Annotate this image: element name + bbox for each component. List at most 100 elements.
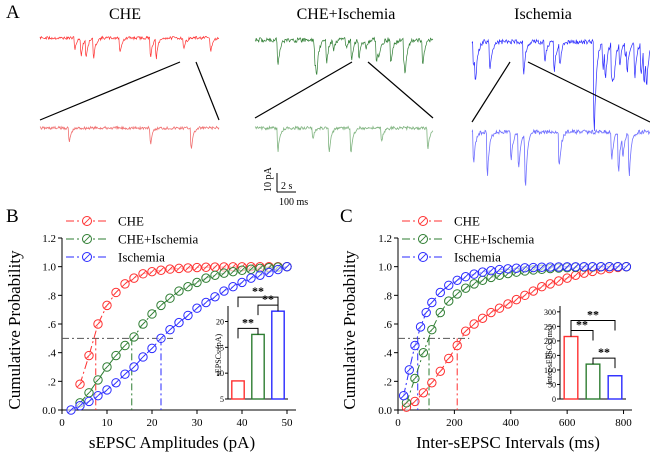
b-point-slash-che-ischemia [158,302,164,309]
c-point-slash-ischemia [496,266,503,273]
b-point-slash-ischemia [77,402,83,409]
c-point-slash-ischemia [417,323,424,330]
c-point-slash-ischemia [530,264,537,271]
c-point-slash-che-ischemia [428,326,435,333]
b-inset-bar-che [231,380,245,400]
b-x-tick-label: 20 [147,417,159,429]
c-legend-label-che: CHE [454,214,480,229]
c-inset-y-tick-label: 50 [548,380,556,389]
zoom-connector-line [471,61,511,123]
b-inset-sig-label: ** [242,315,254,329]
c-point-slash-ischemia [564,263,571,270]
b-point-slash-ischemia [167,326,173,333]
b-point-slash-che-ischemia [140,321,146,327]
c-point-slash-ischemia [538,264,545,271]
b-point-slash-che [122,280,128,287]
b-y-tick-label: .4 [48,348,57,360]
b-point-slash-che [86,352,92,359]
c-y-tick-label: .6 [384,319,393,331]
c-point-slash-ischemia [606,263,613,270]
c-point-slash-ischemia [454,277,461,284]
zoom-connector-line [254,61,353,119]
b-point-slash-che-ischemia [221,270,227,277]
c-point-slash-ischemia [505,265,511,272]
c-point-slash-che [547,280,554,287]
panel-label-c: C [340,206,353,227]
c-y-axis-title: Cumulative Probability [340,250,359,410]
c-point-slash-che-ischemia [420,349,427,356]
b-point-slash-che-ischemia [113,352,119,359]
title-che: CHE [109,6,141,23]
c-x-tick-label: 400 [503,417,520,429]
b-inset-sig-bracket [237,327,259,339]
b-point-slash-ischemia [284,263,290,270]
c-inset-bar-ischemia [607,375,623,400]
b-legend-label-che-ischemia: CHE+Ischemia [118,232,198,247]
b-point-slash-che [194,264,200,271]
b-point-slash-ischemia [257,272,263,279]
c-point-slash-ischemia [428,299,435,306]
b-point-slash-che-ischemia [176,288,182,294]
c-inset-y-tick-label: 250 [544,322,556,331]
b-point-slash-ischemia [113,379,119,386]
b-point-slash-ischemia [230,283,236,290]
c-x-tick-label: 200 [446,417,463,429]
c-point-slash-ischemia [445,282,452,289]
c-plot-area: 0.0 .2 .4 .6 .8 1.0 1.2 0 200 400 600 800 [378,233,632,429]
b-point-slash-che-ischemia [194,279,200,286]
c-point-slash-ischemia [406,366,413,373]
b-point-slash-che [185,265,191,271]
zoom-connector-line [39,61,181,121]
b-point-slash-che-ischemia [167,295,173,302]
c-legend-slash-che [419,217,427,225]
zoom-connector-line [367,61,434,119]
b-point-slash-ischemia [239,279,245,286]
c-y-tick-label: 0.0 [378,405,392,417]
c-point-slash-ischemia [598,263,604,270]
b-point-slash-ischemia [86,398,92,405]
trace-ischemia-long [471,38,650,131]
b-inset-bar-che-ischemia [251,333,265,400]
b-point-slash-che-ischemia [95,376,101,383]
b-point-slash-che-ischemia [203,275,209,282]
b-point-slash-che-ischemia [185,283,191,290]
b-point-slash-ischemia [194,305,200,312]
b-legend: CHE CHE+Ischemia Ischemia [66,214,198,265]
c-point-slash-che-ischemia [462,285,469,292]
c-point-slash-ischemia [623,263,630,270]
b-point-slash-ischemia [266,269,272,276]
b-inset-sig-bracket [257,304,279,316]
b-inset-y-tick-label: 15 [216,343,224,352]
c-point-slash-che [538,283,545,290]
b-point-slash-che-ischemia [212,272,218,279]
b-point-slash-ischemia [149,345,155,352]
c-point-slash-che-ischemia [479,277,486,284]
c-point-slash-ischemia [479,269,486,276]
c-inset-y-tick-label: 0 [552,395,556,404]
b-point-slash-che [104,302,110,309]
c-x-tick-label: 600 [559,417,576,429]
b-point-slash-che [131,275,137,282]
b-point-slash-ischemia [104,387,110,393]
c-inset-y-tick-label: 200 [544,337,556,346]
c-point-slash-che-ischemia [488,274,494,281]
c-x-tick-label: 0 [395,417,401,429]
c-y-tick-label: .2 [384,376,392,388]
c-point-slash-ischemia [400,392,407,399]
trace-che-long [39,35,220,60]
b-point-slash-che [140,270,146,277]
c-point-slash-che [462,328,469,335]
b-point-slash-che [203,264,209,271]
b-x-tick-label: 50 [282,417,294,429]
trace-che-ischemia-long [254,36,434,75]
b-point-slash-che [158,267,164,274]
scale-time-short-label: 100 ms [279,197,308,208]
b-point-slash-che-ischemia [248,266,254,273]
b-x-tick-label: 30 [192,417,204,429]
b-x-tick-label: 40 [237,417,249,429]
c-inset-y-title: Inter-sEPSCs (ms) [545,325,554,385]
b-legend-label-ischemia: Ischemia [118,250,165,265]
b-point-slash-ischemia [248,275,254,282]
c-inset-sig-bracket [570,330,594,341]
